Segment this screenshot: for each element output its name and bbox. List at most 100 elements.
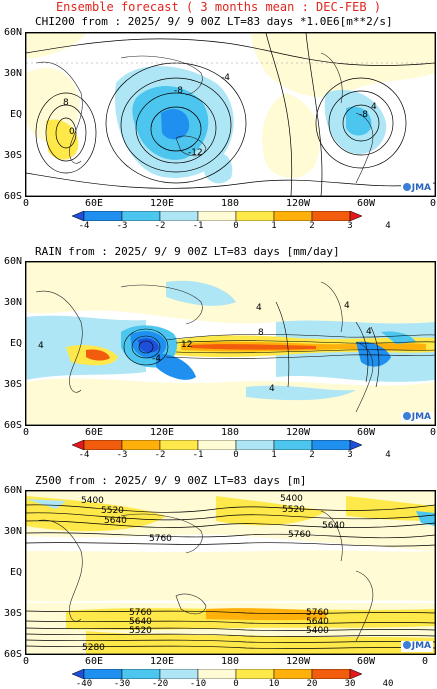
contour-label: 5640 (322, 521, 345, 531)
colorbar-segment (83, 211, 123, 221)
colorbar-label: 2 (309, 221, 315, 231)
lon-label: 0 (22, 427, 30, 438)
contour-label: 5760 (129, 608, 152, 618)
lon-label: 60E (84, 656, 104, 667)
jma-logo: JMA (400, 641, 433, 652)
colorbar-label: -1 (192, 221, 204, 231)
colorbar-label: 10 (268, 679, 280, 689)
contour-label: 8 (63, 98, 69, 108)
rain-map: 4 4 8 12 -4 4 4 4 JMA (25, 261, 436, 426)
colorbar: -40 -30 -20 -10 0 10 20 30 40 (72, 669, 393, 689)
contour-label: -8 (174, 86, 183, 96)
contour-label: 5640 (129, 617, 152, 627)
contour-label: 5520 (129, 626, 152, 636)
contour-label: 5520 (282, 505, 305, 515)
lat-label: 30S (3, 379, 22, 390)
colorbar-label: 4 (385, 221, 391, 231)
lon-label: 60W (356, 198, 376, 209)
colorbar-segment (159, 669, 199, 679)
colorbar-label: 40 (382, 679, 394, 689)
contour-label: 8 (258, 328, 264, 338)
lon-label: 60E (84, 198, 104, 209)
colorbar-label: 1 (271, 221, 277, 231)
lon-label: 0 (421, 656, 429, 667)
colorbar-label: 0 (233, 450, 239, 460)
colorbar-arrow-left (72, 211, 85, 221)
contour-label: 4 (38, 341, 44, 351)
contour-label: -4 (152, 354, 161, 364)
colorbar-arrow-left (72, 440, 85, 450)
lat-label: 60S (3, 191, 22, 202)
colorbar-segment (235, 211, 275, 221)
lat-label: 30S (3, 608, 22, 619)
z500-map: 5400 5520 5640 5760 5400 5520 5640 5760 … (25, 490, 436, 655)
colorbar-label: -4 (78, 221, 90, 231)
contour-label: -12 (188, 148, 203, 158)
contour-label: 5760 (306, 608, 329, 618)
colorbar-label: 2 (309, 450, 315, 460)
lon-label: 120W (285, 198, 311, 209)
panel-title-rain: RAIN from : 2025/ 9/ 9 00Z LT=83 days [m… (35, 245, 340, 258)
colorbar-label: 30 (344, 679, 356, 689)
lon-label: 180 (220, 198, 240, 209)
contour-label: 5400 (306, 626, 329, 636)
colorbar-label: -3 (116, 450, 128, 460)
contour-label: 5760 (149, 534, 172, 544)
colorbar-segment (197, 669, 237, 679)
colorbar-segment (273, 211, 313, 221)
contour-label: 4 (269, 384, 275, 394)
contour-label: 0 (69, 127, 75, 137)
colorbar-label: 1 (271, 450, 277, 460)
lat-label: 60N (3, 256, 22, 267)
lon-label: 120E (149, 427, 175, 438)
colorbar-segment (159, 440, 199, 450)
lat-label: EQ (9, 567, 22, 578)
colorbar-segment (121, 211, 161, 221)
contour-label: 5280 (82, 643, 105, 653)
colorbar-arrow-left (72, 669, 85, 679)
colorbar-arrow-right (349, 669, 362, 679)
colorbar-label: -40 (75, 679, 93, 689)
lon-label: 180 (220, 656, 240, 667)
globe-icon (402, 412, 411, 420)
colorbar: -4 -3 -2 -1 0 1 2 3 4 (72, 440, 391, 460)
colorbar-label: -2 (154, 450, 166, 460)
colorbar-segment (83, 440, 123, 450)
lat-label: 30N (3, 297, 22, 308)
colorbar-segment (235, 669, 275, 679)
colorbar-label: 3 (347, 450, 353, 460)
lon-label: 120E (149, 656, 175, 667)
colorbar-segment (311, 669, 351, 679)
lat-label: 60N (3, 485, 22, 496)
colorbar-label: 4 (385, 450, 391, 460)
colorbar-segment (159, 211, 199, 221)
colorbar-label: 0 (233, 679, 239, 689)
lon-label: 120W (285, 656, 311, 667)
jma-logo: JMA (400, 183, 433, 194)
colorbar-label: -1 (192, 450, 204, 460)
colorbar-label: -10 (189, 679, 207, 689)
contour-label: -4 (221, 73, 230, 83)
lat-label: 60S (3, 649, 22, 660)
colorbar-segment (311, 211, 351, 221)
colorbar-segment (121, 440, 161, 450)
contour-label: 4 (371, 102, 377, 112)
colorbar: -4 -3 -2 -1 0 1 2 3 4 (72, 211, 391, 231)
colorbar-label: -30 (113, 679, 131, 689)
colorbar-segment (273, 669, 313, 679)
contour-label: 4 (344, 301, 350, 311)
panel-title-chi200: CHI200 from : 2025/ 9/ 9 00Z LT=83 days … (35, 15, 393, 28)
lat-label: 60S (3, 420, 22, 431)
lon-label: 0 (429, 427, 437, 438)
globe-icon (402, 641, 411, 649)
lat-label: 60N (3, 27, 22, 38)
colorbar-label: -3 (116, 221, 128, 231)
globe-icon (402, 183, 411, 191)
colorbar-segment (197, 440, 237, 450)
lat-label: EQ (9, 338, 22, 349)
contour-label: 5400 (81, 496, 104, 506)
contour-label: 5640 (306, 617, 329, 627)
lat-label: 30S (3, 150, 22, 161)
lon-label: 60E (84, 427, 104, 438)
colorbar-label: -2 (154, 221, 166, 231)
